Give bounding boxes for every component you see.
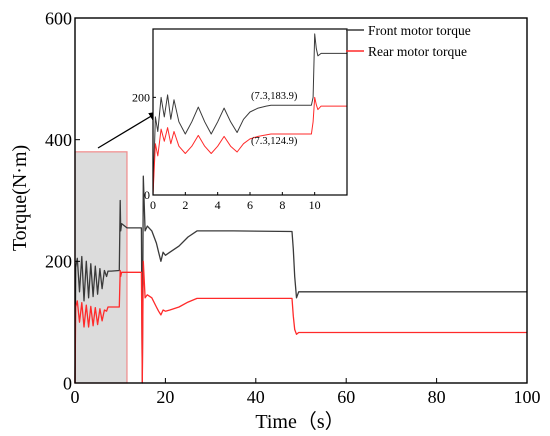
inset-series-rear-line [152, 96, 347, 196]
inset-x-tick-label: 8 [279, 198, 285, 212]
x-axis-title: Time（s） [255, 410, 344, 433]
main-x-tick-label: 60 [337, 387, 355, 407]
y-axis-title: Torque(N·m) [9, 145, 31, 251]
legend-label-front: Front motor torque [368, 23, 471, 38]
legend-label-rear: Rear motor torque [368, 44, 467, 59]
main-y-tick-label: 200 [45, 252, 72, 272]
main-y-tick-label: 600 [45, 8, 72, 28]
inset-annotation-rear: (7.3,124.9) [251, 136, 298, 147]
inset-y-tick-label: 0 [144, 188, 150, 202]
inset-annotation-front: (7.3,183.9) [251, 91, 298, 102]
main-y-tick-label: 0 [63, 373, 72, 393]
inset-x-tick-label: 2 [182, 198, 188, 212]
inset-x-tick-label: 6 [247, 198, 253, 212]
main-x-tick-label: 0 [71, 387, 80, 407]
legend: Front motor torque Rear motor torque [346, 23, 471, 59]
main-x-tick-label: 20 [156, 387, 174, 407]
inset-x-tick-label: 4 [215, 198, 221, 212]
main-x-tick-label: 40 [247, 387, 265, 407]
inset-series-front-line [152, 33, 347, 196]
zoom-region [74, 151, 128, 384]
inset-x-tick-label: 0 [150, 198, 156, 212]
inset-y-tick-label: 200 [132, 91, 150, 105]
inset-x-tick-label: 10 [309, 198, 321, 212]
zoom-arrow [97, 111, 159, 149]
inset-plot: 0 2 4 6 8 10 0 200 (7.3,183.9) (7.3,124.9) [132, 28, 348, 212]
main-x-tick-label: 80 [428, 387, 446, 407]
main-x-tick-label: 100 [514, 387, 541, 407]
main-y-tick-label: 400 [45, 130, 72, 150]
main-series-rear-line [74, 260, 527, 384]
main-series-front-line [74, 175, 527, 384]
main-frame [74, 17, 528, 384]
